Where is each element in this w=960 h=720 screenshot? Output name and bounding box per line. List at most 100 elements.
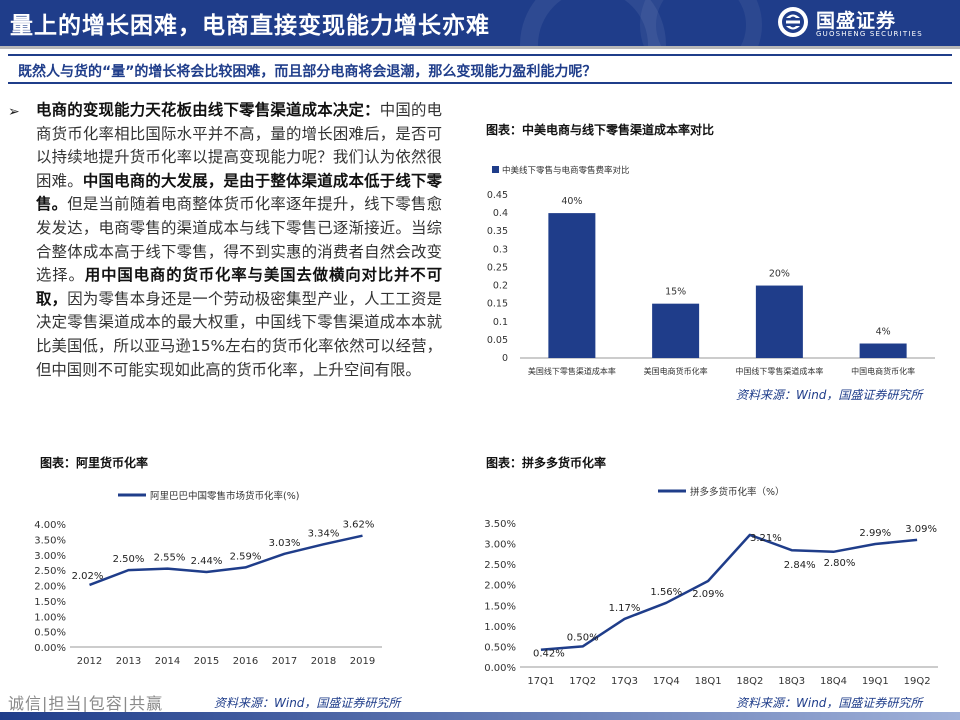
body-segment: 中国的电商货币化率相比国际水平并不高，量的增长困难后，是否可以持续地提升货币化率… xyxy=(36,101,442,190)
body-segment: 因为零售本身还是一个劳动极密集型产业，人工工资是决定零售渠道成本的最大权重，中国… xyxy=(36,289,442,379)
chart2-data-label: 2.44% xyxy=(191,556,223,567)
chart2-xtick-label: 2017 xyxy=(272,656,297,667)
chart3-ytick-label: 2.00% xyxy=(484,581,516,592)
chart3-xtick-label: 18Q2 xyxy=(736,676,763,687)
chart2-xtick-label: 2015 xyxy=(194,656,219,667)
chart1-legend-label: 中美线下零售与电商零售费率对比 xyxy=(502,165,630,176)
chart3-ytick-label: 0.00% xyxy=(484,663,516,674)
chart1-bar-chart: 中美线下零售与电商零售费率对比 0 0.05 0.1 0.15 0.2 0.25 0.3 0.3… xyxy=(487,165,935,376)
chart1-category-label: 中国电商货币化率 xyxy=(851,366,915,376)
chart2-ytick-label: 3.50% xyxy=(34,535,66,546)
chart2-ytick-label: 0.00% xyxy=(34,643,66,654)
chart2-xtick-label: 2019 xyxy=(350,656,375,667)
chart3-data-label: 2.84% xyxy=(784,560,816,571)
chart3-legend-label: 拼多多货币化率（%） xyxy=(690,486,785,498)
chart3-source: 资料来源：Wind，国盛证券研究所 xyxy=(736,696,923,710)
chart2-ytick-label: 3.00% xyxy=(34,551,66,562)
chart1-bar xyxy=(859,343,907,358)
body-segment: 但是当前随着电商整体货币化率逐年提升，线下零售愈发发达，电商零售的渠道成本与线下… xyxy=(36,195,442,285)
chart3-label: 图表：拼多多货币化率 xyxy=(486,456,607,470)
chart2-ytick-label: 4.00% xyxy=(34,520,66,531)
page-title: 量上的增长困难，电商直接变现能力增长亦难 xyxy=(10,13,490,39)
chart1-category-label: 美国线下零售渠道成本率 xyxy=(528,366,616,376)
body-segment: 电商的变现能力天花板由线下零售渠道成本决定： xyxy=(36,101,380,119)
header-divider xyxy=(0,46,960,49)
chart2-data-label: 2.59% xyxy=(230,551,262,562)
chart2-source: 资料来源：Wind，国盛证券研究所 xyxy=(214,696,401,710)
chart3-data-label: 1.17% xyxy=(609,603,641,614)
company-logo: 国盛证券 GUOSHENG SECURITIES xyxy=(776,5,952,41)
chart1-category-label: 中国线下零售渠道成本率 xyxy=(735,366,823,376)
chart1-category-label: 美国电商货币化率 xyxy=(644,366,708,376)
chart3-ytick-label: 3.50% xyxy=(484,519,516,530)
chart1-ytick-label: 0.25 xyxy=(487,262,508,273)
chart2-ytick-label: 0.50% xyxy=(34,628,66,639)
chart3-xtick-label: 18Q1 xyxy=(695,676,722,687)
chart2-series-line xyxy=(89,534,363,587)
chart3-series-line xyxy=(540,533,918,651)
body-segment: 中国电商的大发展，是由于整体渠道成本低于线下零售。 xyxy=(36,171,442,214)
subtitle-bar: 既然人与货的“量”的增长将会比较困难，而且部分电商将会退潮，那么变现能力盈利能力… xyxy=(8,54,952,84)
footer-motto: 诚信|担当|包容|共赢 xyxy=(8,694,164,713)
chart3-line-chart: 拼多多货币化率（%） 0.00% 0.50% 1.00% 1.50% 2.00% 2.50%… xyxy=(484,486,938,687)
chart2-data-label: 3.03% xyxy=(269,538,301,549)
chart3-data-label: 2.80% xyxy=(824,558,856,569)
chart1-data-label: 20% xyxy=(769,269,790,280)
chart2-data-label: 2.02% xyxy=(72,571,104,582)
slide-subtitle: 既然人与货的“量”的增长将会比较困难，而且部分电商将会退潮，那么变现能力盈利能力… xyxy=(18,64,597,80)
chart3-data-label: 1.56% xyxy=(650,587,682,598)
logo-emblem-icon xyxy=(778,7,808,37)
chart1-ytick-label: 0.1 xyxy=(493,317,508,328)
chart2-label: 图表：阿里货币化率 xyxy=(40,456,149,470)
chart1-ytick-label: 0.45 xyxy=(487,190,508,201)
chart2-data-label: 2.50% xyxy=(113,554,145,565)
chart3-xtick-label: 18Q4 xyxy=(820,676,847,687)
chart2-line-chart: 阿里巴巴中国零售市场货币化率(%) 0.00% 0.50% 1.00% 1.50% 2.0… xyxy=(34,490,382,667)
chart1-ytick-label: 0.15 xyxy=(487,299,508,310)
chart2-data-label: 2.55% xyxy=(154,553,186,564)
chart3-data-label: 2.99% xyxy=(859,528,891,539)
chart3-ytick-label: 0.50% xyxy=(484,642,516,653)
chart2-xtick-label: 2016 xyxy=(233,656,258,667)
chart2-xtick-label: 2018 xyxy=(311,656,336,667)
body-paragraph: 电商的变现能力天花板由线下零售渠道成本决定：中国的电商货币化率相比国际水平并不高… xyxy=(36,99,442,382)
chart2-ytick-label: 2.00% xyxy=(34,582,66,593)
chart2-legend-label: 阿里巴巴中国零售市场货币化率(%) xyxy=(150,490,299,502)
chart3-data-label: 0.50% xyxy=(567,632,599,643)
bullet-arrow-icon: ➢ xyxy=(8,104,20,120)
chart3-ytick-label: 2.50% xyxy=(484,560,516,571)
chart3-ytick-label: 1.50% xyxy=(484,601,516,612)
chart3-data-label: 0.42% xyxy=(533,649,565,660)
chart3-data-label: 3.21% xyxy=(750,533,782,544)
chart2-ytick-label: 2.50% xyxy=(34,566,66,577)
chart3-ytick-label: 3.00% xyxy=(484,540,516,551)
chart1-bar xyxy=(755,285,803,358)
chart3-data-label: 3.09% xyxy=(905,524,937,535)
logo-subtext: GUOSHENG SECURITIES xyxy=(816,30,923,38)
chart3-ytick-label: 1.00% xyxy=(484,622,516,633)
chart2-xtick-label: 2013 xyxy=(116,656,141,667)
chart1-data-label: 4% xyxy=(876,327,891,338)
chart1-ytick-label: 0.3 xyxy=(493,244,508,255)
chart3-xtick-label: 17Q1 xyxy=(527,676,554,687)
chart3-xtick-label: 17Q4 xyxy=(653,676,680,687)
chart1-legend-swatch xyxy=(492,166,499,173)
chart1-ytick-label: 0.2 xyxy=(493,281,508,292)
chart1-bar xyxy=(548,213,596,358)
chart1-ytick-label: 0.05 xyxy=(487,335,508,346)
chart2-xtick-label: 2012 xyxy=(77,656,102,667)
chart2-ytick-label: 1.00% xyxy=(34,612,66,623)
chart1-data-label: 15% xyxy=(665,287,686,298)
chart3-xtick-label: 19Q2 xyxy=(904,676,931,687)
chart1-label: 图表：中美电商与线下零售渠道成本率对比 xyxy=(486,123,715,137)
chart1-source: 资料来源：Wind，国盛证券研究所 xyxy=(736,388,923,402)
chart2-data-label: 3.34% xyxy=(308,528,340,539)
chart3-xtick-label: 17Q2 xyxy=(569,676,596,687)
chart3-xtick-label: 17Q3 xyxy=(611,676,638,687)
chart3-xtick-label: 18Q3 xyxy=(778,676,805,687)
chart2-ytick-label: 1.50% xyxy=(34,597,66,608)
header-banner: 量上的增长困难，电商直接变现能力增长亦难 国盛证券 GUOSHENG SECUR… xyxy=(0,0,960,118)
chart2-xtick-label: 2014 xyxy=(155,656,180,667)
chart1-ytick-label: 0.35 xyxy=(487,226,508,237)
body-segment: 用中国电商的货币化率与美国去做横向对比并不可取， xyxy=(36,266,442,308)
